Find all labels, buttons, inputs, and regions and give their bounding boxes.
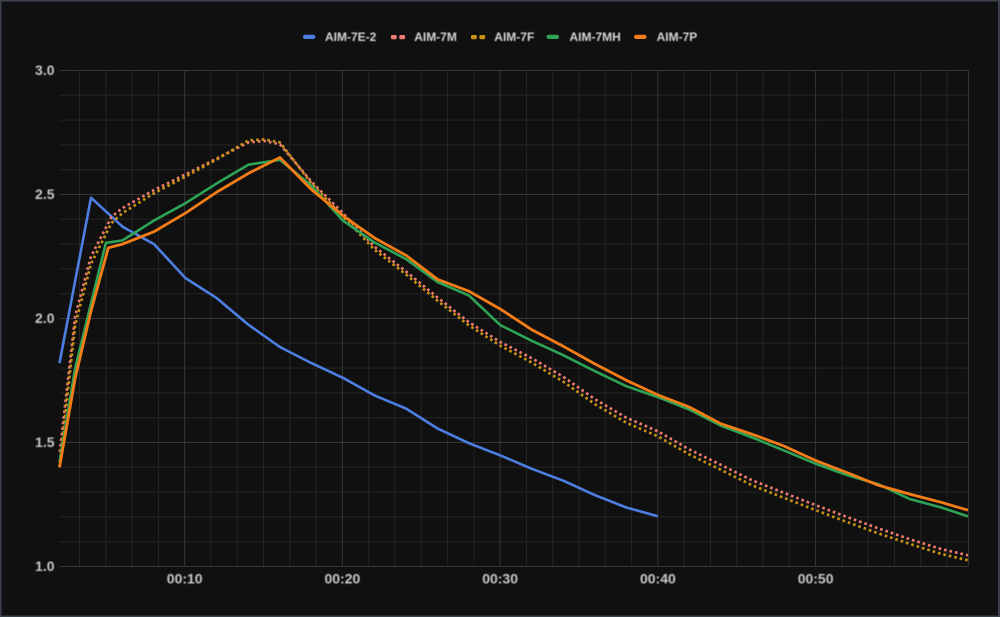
svg-text:00:20: 00:20 — [324, 571, 360, 587]
svg-text:AIM-7MH: AIM-7MH — [570, 30, 621, 44]
svg-text:2.5: 2.5 — [35, 186, 55, 202]
svg-text:00:50: 00:50 — [798, 571, 834, 587]
svg-text:AIM-7F: AIM-7F — [494, 30, 534, 44]
svg-text:2.0: 2.0 — [35, 310, 55, 326]
svg-text:00:40: 00:40 — [640, 571, 676, 587]
svg-text:AIM-7M: AIM-7M — [414, 30, 457, 44]
svg-text:00:10: 00:10 — [167, 571, 203, 587]
svg-text:3.0: 3.0 — [35, 62, 55, 78]
svg-text:AIM-7P: AIM-7P — [657, 30, 698, 44]
svg-text:00:30: 00:30 — [482, 571, 518, 587]
svg-text:1.5: 1.5 — [35, 434, 55, 450]
svg-text:AIM-7E-2: AIM-7E-2 — [325, 30, 377, 44]
svg-text:1.0: 1.0 — [35, 558, 55, 574]
